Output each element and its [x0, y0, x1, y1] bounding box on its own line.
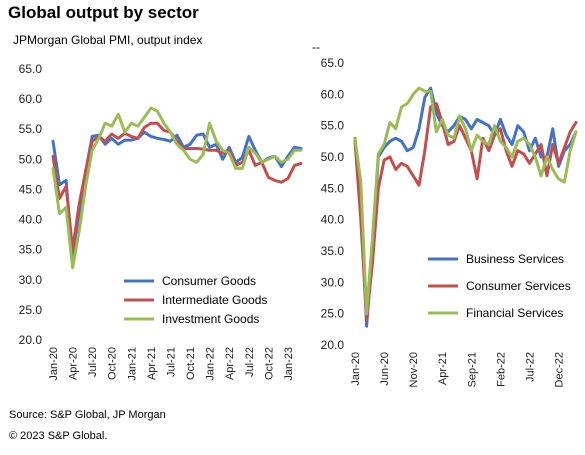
y-tick-label: 40.0 — [19, 213, 43, 227]
y-tick-label: 65.0 — [321, 56, 345, 70]
legend-label: Business Services — [466, 252, 564, 266]
y-tick-label: 40.0 — [321, 213, 345, 227]
x-tick-label: Jan-21 — [126, 347, 138, 381]
x-tick-label: Oct-20 — [107, 347, 119, 380]
x-tick-label: Jul-20 — [87, 347, 99, 377]
x-tick-label: Jul-22 — [244, 347, 256, 377]
y-tick-label: 20.0 — [19, 333, 43, 347]
legend-label: Financial Services — [466, 306, 563, 320]
source-note: Source: S&P Global, JP Morgan — [9, 409, 166, 421]
x-tick-label: Jul-22 — [524, 352, 536, 382]
y-tick-label: 55.0 — [19, 122, 43, 136]
x-tick-label: Jan-20 — [48, 347, 60, 381]
y-tick-label: 25.0 — [321, 307, 345, 321]
series-line-financial-services — [353, 86, 578, 316]
y-tick-label: 60.0 — [321, 87, 345, 101]
y-tick-label: 60.0 — [19, 92, 43, 106]
chart-subtitle: JPMorgan Global PMI, output index — [13, 33, 203, 47]
chart-title: Global output by sector — [8, 3, 199, 22]
y-tick-label: 35.0 — [19, 243, 43, 257]
stray-mark: -- — [312, 40, 320, 54]
y-tick-label: 35.0 — [321, 244, 345, 258]
series-line-business-services — [353, 86, 578, 328]
legend-label: Intermediate Goods — [162, 293, 267, 307]
x-tick-label: Oct-21 — [185, 347, 197, 380]
y-tick-label: 25.0 — [19, 303, 43, 317]
x-tick-label: Apr-21 — [437, 352, 449, 385]
copyright-note: © 2023 S&P Global. — [9, 430, 108, 442]
y-tick-label: 65.0 — [19, 62, 43, 76]
legend-label: Consumer Services — [466, 279, 571, 293]
x-tick-label: Apr-20 — [68, 347, 80, 380]
chart-left: 20.0 25.0 30.0 35.0 40.0 45.0 50.0 55.0 60.0 65.0… — [19, 62, 303, 381]
y-tick-label: 50.0 — [321, 150, 345, 164]
y-tick-label: 20.0 — [321, 338, 345, 352]
x-tick-label: Dec-22 — [554, 352, 566, 387]
x-tick-label: Jan-23 — [283, 347, 295, 381]
x-tick-label: Jun-20 — [379, 352, 391, 386]
legend-label: Investment Goods — [162, 312, 259, 326]
x-tick-label: Apr-21 — [146, 347, 158, 380]
x-tick-label: Feb-22 — [495, 352, 507, 387]
y-tick-label: 45.0 — [321, 181, 345, 195]
x-tick-label: Nov-20 — [408, 352, 420, 387]
y-tick-label: 50.0 — [19, 152, 43, 166]
y-tick-label: 30.0 — [321, 275, 345, 289]
x-tick-label: Sep-21 — [466, 352, 478, 387]
x-tick-label: Apr-22 — [224, 347, 236, 380]
x-tick-label: Oct-22 — [263, 347, 275, 380]
y-tick-label: 30.0 — [19, 273, 43, 287]
x-tick-label: Jan-22 — [205, 347, 217, 381]
series-line-investment-goods — [51, 106, 303, 270]
legend-right: Business Services Consumer Services Financ… — [428, 252, 571, 320]
legend-label: Consumer Goods — [162, 274, 256, 288]
y-tick-label: 45.0 — [19, 182, 43, 196]
chart-right: 20.0 25.0 30.0 35.0 40.0 45.0 50.0 55.0 60.0 65.0… — [321, 56, 578, 387]
x-tick-label: Jan-20 — [350, 352, 362, 386]
series-line-consumer-services — [353, 102, 578, 322]
y-tick-label: 55.0 — [321, 119, 345, 133]
legend-left: Consumer Goods Intermediate Goods Investme… — [124, 274, 267, 326]
x-tick-label: Jul-21 — [165, 347, 177, 377]
